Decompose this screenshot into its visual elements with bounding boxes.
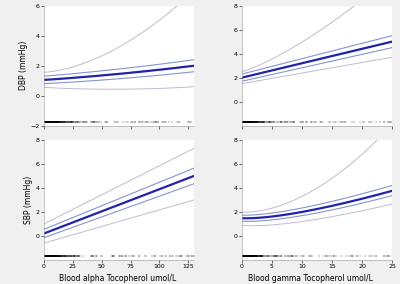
Y-axis label: SBP (mmHg): SBP (mmHg) bbox=[24, 176, 33, 224]
Text: Blood alpha Tocopherol umol/L: Blood alpha Tocopherol umol/L bbox=[59, 273, 177, 283]
Y-axis label: DBP (mmHg): DBP (mmHg) bbox=[19, 41, 28, 90]
Text: Blood gamma Tocopherol umol/L: Blood gamma Tocopherol umol/L bbox=[248, 273, 372, 283]
